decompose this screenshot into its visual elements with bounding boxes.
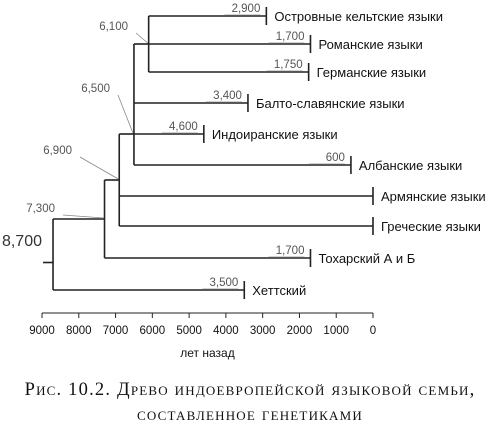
x-axis-tick-label-4: 5000 [176, 325, 202, 337]
leaf-name-0: Островные кельтские языки [274, 9, 443, 24]
time-axis: 9000 8000 7000 6000 5000 4000 3000 2000 1000 0 лет… [29, 325, 376, 360]
leaf-name-4: Индоиранские языки [212, 127, 338, 142]
x-axis-tick-label-8: 1000 [323, 325, 349, 337]
x-axis-tick-label-9: 0 [370, 325, 376, 337]
x-axis-label: лет назад [180, 346, 234, 360]
leaf-age-label-3: 3,400 [213, 90, 242, 102]
leaf-age-label-8: 1,700 [276, 245, 305, 257]
pointer-n6900 [79, 156, 119, 180]
leaf-name-9: Хеттский [252, 283, 306, 298]
figure-caption-line-2: составленное генетиками [137, 405, 363, 425]
leaf-age-label-0: 2,900 [232, 3, 261, 15]
pointer-n7300 [62, 214, 104, 219]
node-label-n6100: 6,100 [99, 21, 128, 33]
leaf-age-label-1: 1,700 [276, 31, 305, 43]
leaf-name-5: Албанские языки [359, 158, 462, 173]
tree-labels: Островные кельтские языки 2,900 Романские … [2, 3, 486, 298]
root-node-label: 8,700 [2, 233, 42, 250]
language-tree-diagram: Островные кельтские языки 2,900 Романские … [2, 3, 486, 360]
x-axis-tick-label-3: 6000 [140, 325, 166, 337]
x-axis-tick-label-1: 8000 [66, 325, 92, 337]
leaf-age-label-2: 1,750 [274, 59, 303, 71]
leaf-name-7: Греческие языки [381, 219, 481, 234]
x-axis-tick-label-5: 4000 [213, 325, 239, 337]
pointer-n6100 [135, 32, 148, 44]
leaf-age-label-5: 600 [326, 152, 345, 164]
x-axis-tick-label-2: 7000 [103, 325, 129, 337]
node-label-n7300: 7,300 [26, 203, 55, 215]
x-axis-tick-label-7: 2000 [287, 325, 313, 337]
node-label-n6900: 6,900 [43, 145, 72, 157]
leaf-name-2: Германские языки [317, 65, 427, 80]
leaf-age-label-4: 4,600 [169, 121, 198, 133]
x-axis-tick-label-6: 3000 [250, 325, 276, 337]
figure-caption-line-1: Рис. 10.2. Древо индоевропейской языково… [24, 380, 476, 400]
leaf-age-label-9: 3,500 [209, 277, 238, 289]
leaf-name-6: Армянские языки [381, 189, 486, 204]
tree-branches [41, 7, 374, 318]
leaf-name-1: Романские языки [318, 37, 422, 52]
pointer-n6500 [117, 94, 134, 134]
leaf-name-8: Тохарский А и Б [318, 251, 415, 266]
leaf-name-3: Балто-славянские языки [256, 96, 405, 111]
node-label-n6500: 6,500 [81, 83, 110, 95]
x-axis-tick-label-0: 9000 [29, 325, 55, 337]
